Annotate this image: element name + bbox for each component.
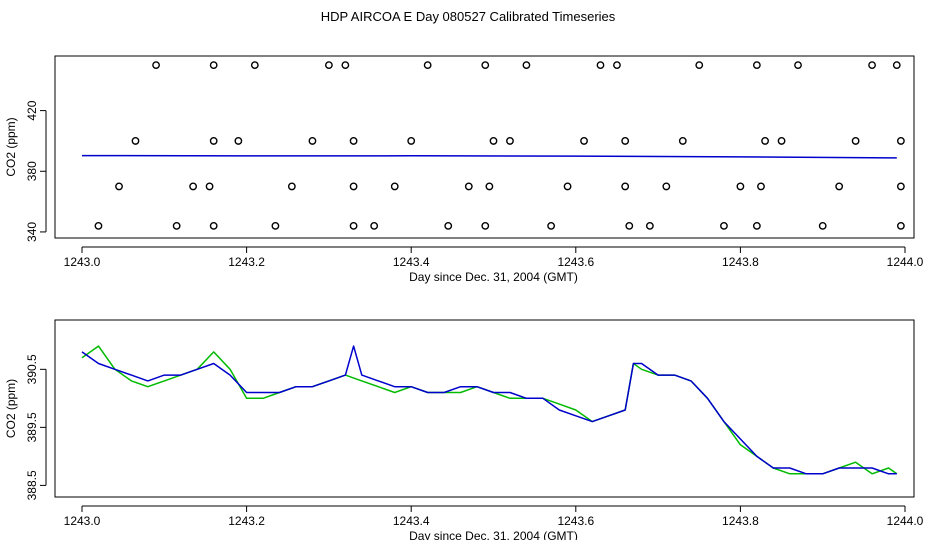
y-tick-label: 340 [25, 222, 39, 242]
data-point [752, 61, 761, 69]
data-point [678, 137, 687, 145]
series-line [81, 345, 897, 475]
data-point [485, 182, 494, 191]
data-point [662, 182, 671, 191]
x-tick-label: 1243.6 [557, 255, 594, 269]
data-point [777, 137, 786, 145]
x-tick-label: 1244.0 [887, 255, 924, 269]
data-point [481, 221, 490, 230]
data-point [349, 182, 358, 191]
data-point [172, 221, 181, 230]
x-tick-label: 1243.2 [228, 514, 265, 528]
y-tick-label: 380 [25, 161, 39, 181]
data-point [645, 221, 654, 230]
data-point [896, 137, 905, 145]
data-point [621, 137, 630, 145]
data-point [736, 182, 745, 191]
data-point [481, 61, 490, 69]
data-point [896, 221, 905, 230]
data-point [115, 182, 123, 191]
data-point [94, 221, 103, 230]
data-point [835, 182, 844, 191]
data-point [563, 182, 572, 191]
data-point [349, 221, 358, 230]
data-point [271, 221, 280, 230]
data-point [209, 137, 218, 145]
data-point [131, 137, 140, 145]
data-point [308, 137, 317, 145]
data-point [892, 61, 901, 69]
data-point [423, 61, 432, 69]
data-point [489, 137, 498, 145]
data-point [851, 137, 860, 145]
data-point [868, 61, 876, 69]
data-point [250, 61, 259, 69]
x-tick-label: 1243.6 [557, 514, 594, 528]
series-line [81, 345, 898, 475]
plot-frame [54, 319, 915, 498]
bottom-panel: 1243.0 1243.2 1243.4 1243.6 1243.8 1244.0 Day … [4, 319, 924, 540]
data-point [205, 182, 214, 191]
x-tick-label: 1243.0 [64, 255, 101, 269]
x-tick-label: 1243.8 [722, 514, 759, 528]
x-tick-label: 1243.4 [393, 255, 430, 269]
data-point [621, 182, 630, 191]
data-point [580, 137, 588, 145]
y-axis-label: CO2 (ppm) [4, 379, 18, 438]
data-point [794, 61, 802, 69]
y-tick-label: 420 [25, 100, 39, 120]
y-axis-label: CO2 (ppm) [4, 117, 18, 176]
x-tick-label: 1243.4 [393, 514, 430, 528]
data-point [370, 221, 379, 230]
data-point [752, 221, 761, 230]
data-point [896, 182, 905, 191]
data-point [390, 182, 399, 191]
data-point [234, 137, 243, 145]
x-axis-label: Day since Dec. 31, 2004 (GMT) [409, 529, 578, 540]
data-point [349, 137, 358, 145]
x-tick-label: 1243.2 [228, 255, 265, 269]
data-point [287, 182, 296, 191]
x-tick-label: 1243.0 [64, 514, 101, 528]
data-point [625, 221, 634, 230]
data-point [695, 61, 704, 69]
data-point [757, 182, 765, 191]
data-point [761, 137, 769, 145]
series-line [81, 154, 897, 159]
data-point [407, 137, 416, 145]
data-point [209, 61, 218, 69]
y-tick-label: 389.5 [25, 412, 39, 442]
data-point [596, 61, 605, 69]
data-point [547, 221, 556, 230]
data-point [341, 61, 350, 69]
x-axis-label: Day since Dec. 31, 2004 (GMT) [409, 270, 578, 284]
x-tick-label: 1243.8 [722, 255, 759, 269]
plot-frame [54, 55, 915, 239]
data-point [444, 221, 453, 230]
data-point [506, 137, 514, 145]
y-tick-label: 388.5 [25, 470, 39, 500]
data-point [522, 61, 531, 69]
data-point [464, 182, 473, 191]
data-point [324, 61, 333, 69]
data-point [818, 221, 827, 230]
data-point [209, 221, 218, 230]
data-point [152, 61, 160, 69]
top-panel: 1243.0 1243.2 1243.4 1243.6 1243.8 1244.0 Day … [4, 55, 924, 284]
page-title: HDP AIRCOA E Day 080527 Calibrated Times… [320, 9, 616, 24]
data-point [189, 182, 198, 191]
data-point [720, 221, 728, 230]
x-tick-label: 1244.0 [887, 514, 924, 528]
y-tick-label: 390.5 [25, 354, 39, 384]
data-point [613, 61, 621, 69]
